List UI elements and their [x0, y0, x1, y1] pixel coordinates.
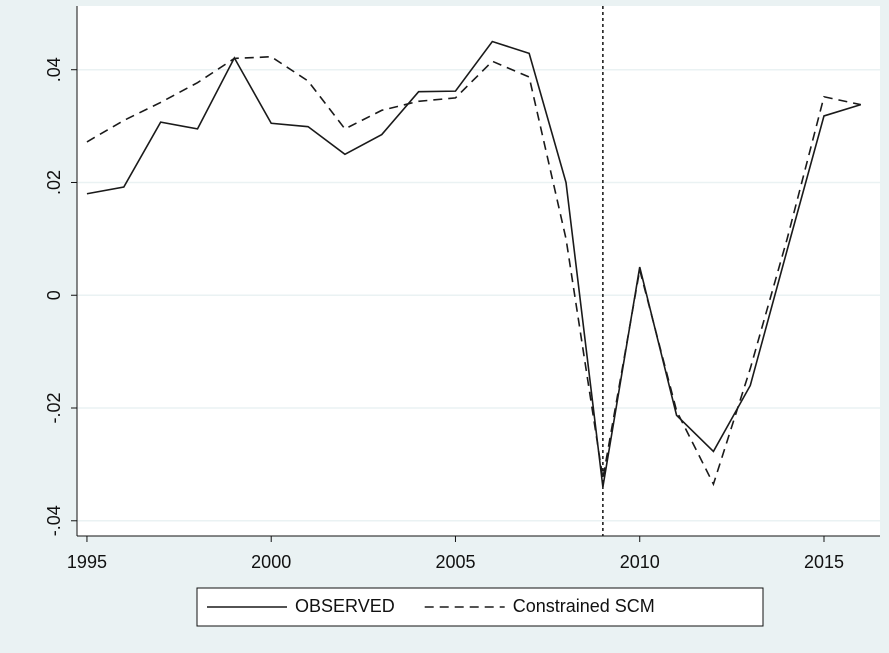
- x-tick-label: 2005: [435, 552, 475, 572]
- y-tick-label: .04: [44, 57, 64, 82]
- plot-area: [77, 6, 880, 536]
- x-tick-label: 2000: [251, 552, 291, 572]
- x-tick-label: 2010: [620, 552, 660, 572]
- line-series: [86, 40, 862, 488]
- x-tick-label: 1995: [67, 552, 107, 572]
- x-tick-label: 2015: [804, 552, 844, 572]
- legend-label: OBSERVED: [295, 596, 395, 616]
- y-tick-label: -.02: [44, 392, 64, 423]
- legend-label: Constrained SCM: [513, 596, 655, 616]
- y-tick-label: .02: [44, 170, 64, 195]
- legend-box: [196, 587, 764, 627]
- y-tick-label: -.04: [44, 505, 64, 536]
- line-series: [86, 55, 862, 487]
- y-tick-label: 0: [44, 290, 64, 300]
